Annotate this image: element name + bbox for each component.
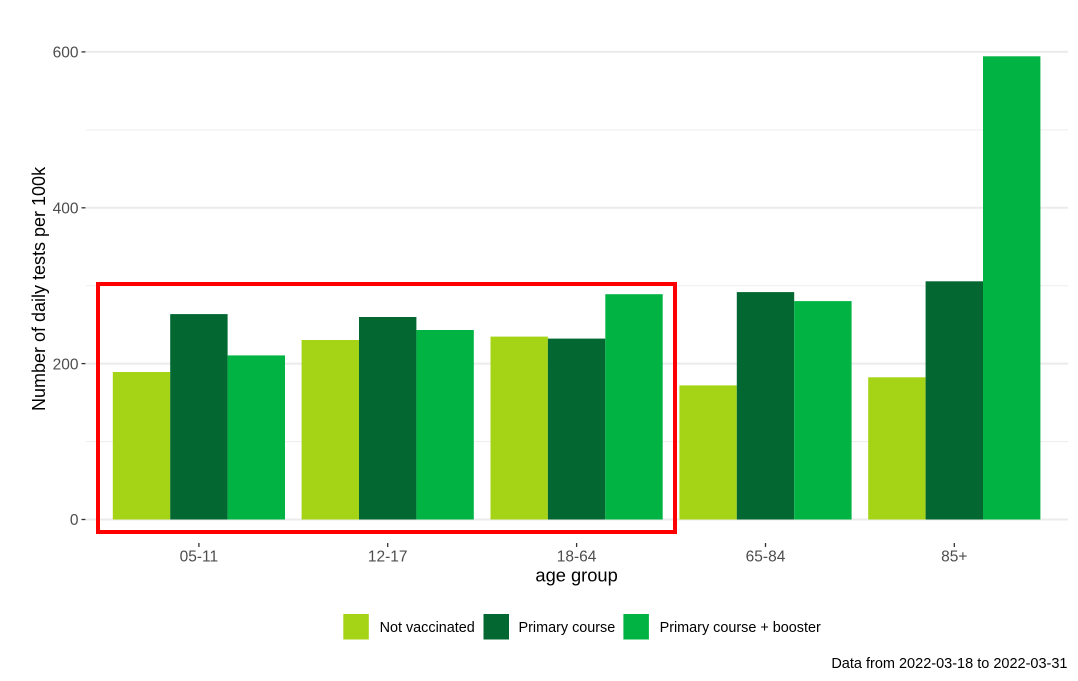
svg-text:Primary course: Primary course [519,620,616,636]
svg-text:18-64: 18-64 [557,549,597,566]
svg-text:age group: age group [535,565,617,586]
svg-text:0: 0 [70,512,79,529]
svg-text:65-84: 65-84 [746,549,786,566]
svg-text:200: 200 [53,356,79,373]
svg-text:600: 600 [53,45,79,62]
svg-text:Number of daily tests per 100k: Number of daily tests per 100k [29,166,49,411]
svg-text:85+: 85+ [941,549,967,566]
svg-text:Data from 2022-03-18 to 2022-0: Data from 2022-03-18 to 2022-03-31 [831,656,1067,672]
svg-text:05-11: 05-11 [180,549,219,566]
svg-text:Primary course + booster: Primary course + booster [660,620,821,636]
svg-text:Not vaccinated: Not vaccinated [380,620,475,636]
svg-text:400: 400 [53,200,79,217]
svg-text:12-17: 12-17 [368,549,408,566]
